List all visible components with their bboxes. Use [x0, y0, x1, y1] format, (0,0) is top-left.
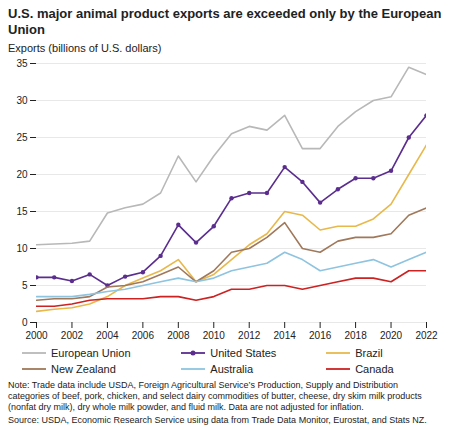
svg-text:15: 15 [16, 206, 28, 217]
svg-text:2018: 2018 [344, 330, 367, 341]
svg-text:10: 10 [16, 243, 28, 254]
svg-text:2000: 2000 [25, 330, 48, 341]
svg-text:2020: 2020 [380, 330, 403, 341]
html-text:United States: United States [210, 347, 277, 359]
svg-text:25: 25 [16, 132, 28, 143]
svg-text:2016: 2016 [309, 330, 332, 341]
svg-text:2010: 2010 [203, 330, 226, 341]
svg-text:5: 5 [22, 280, 28, 291]
html-text:Canada: Canada [355, 363, 394, 375]
html-text:Note: Trade data include USDA,: Note: Trade data include USDA, Foreign A… [8, 380, 422, 412]
html-text:New Zealand: New Zealand [51, 363, 116, 375]
svg-text:35: 35 [16, 58, 28, 69]
svg-text:0: 0 [22, 317, 28, 328]
svg-text:2014: 2014 [274, 330, 297, 341]
html-text:Exports (billions of U.S. doll: Exports (billions of U.S. dollars) [8, 42, 162, 54]
html-text:Source: USDA, Economic Researc: Source: USDA, Economic Research Service … [8, 415, 427, 425]
svg-text:2006: 2006 [132, 330, 155, 341]
svg-text:2012: 2012 [238, 330, 261, 341]
svg-text:30: 30 [16, 95, 28, 106]
svg-text:2002: 2002 [61, 330, 84, 341]
html-text:European Union: European Union [51, 347, 131, 359]
svg-text:2008: 2008 [167, 330, 190, 341]
svg-text:2022: 2022 [415, 330, 438, 341]
svg-text:2004: 2004 [96, 330, 119, 341]
html-text:Brazil: Brazil [355, 347, 383, 359]
html-text:U.S. major animal product expo: U.S. major animal product exports are ex… [8, 6, 442, 37]
html-text:Australia: Australia [210, 363, 254, 375]
svg-text:20: 20 [16, 169, 28, 180]
